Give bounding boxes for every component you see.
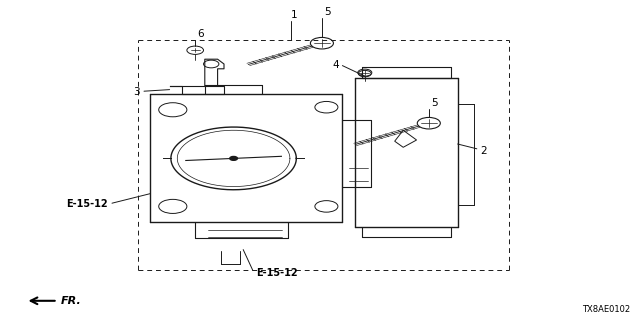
Text: FR.: FR. (61, 296, 81, 306)
Text: 1: 1 (291, 10, 298, 20)
Text: TX8AE0102: TX8AE0102 (582, 305, 630, 314)
Text: 5: 5 (324, 7, 331, 17)
Circle shape (230, 156, 237, 160)
Text: 5: 5 (431, 98, 438, 108)
Text: 4: 4 (333, 60, 339, 70)
Text: E-15-12: E-15-12 (256, 268, 298, 278)
Text: 3: 3 (133, 87, 140, 97)
Text: E-15-12: E-15-12 (66, 199, 108, 209)
Text: 6: 6 (197, 29, 204, 39)
Text: 2: 2 (480, 146, 486, 156)
